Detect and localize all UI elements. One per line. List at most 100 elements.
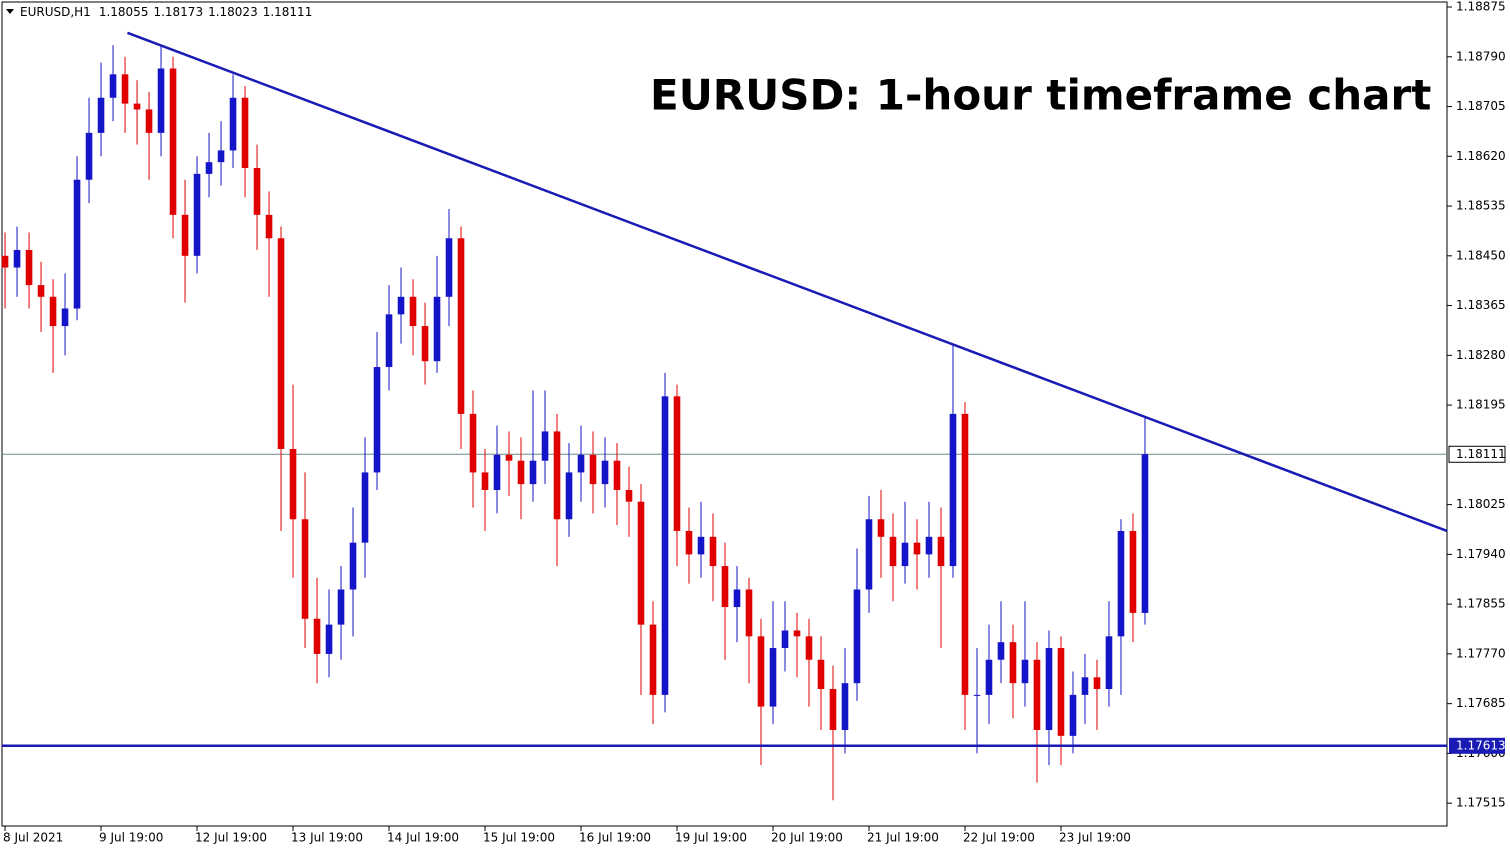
candle-body (85, 132, 93, 180)
candle-body (61, 308, 69, 327)
x-tick-label: 15 Jul 19:00 (483, 831, 555, 845)
candle-body (253, 168, 261, 215)
candle-body (865, 519, 873, 590)
candle-body (661, 396, 669, 695)
candle-body (1057, 648, 1065, 736)
candle-body (985, 659, 993, 695)
header: EURUSD,H1 1.18055 1.18173 1.18023 1.18111 (20, 5, 312, 19)
y-tick-label: 1.18025 (1456, 497, 1506, 511)
candle-body (565, 472, 573, 520)
candle-body (649, 624, 657, 695)
candle-body (757, 636, 765, 707)
candle-body (853, 589, 861, 684)
candle-body (925, 536, 933, 555)
candle-body (745, 589, 753, 637)
candle-body (793, 630, 801, 637)
candle-body (1129, 530, 1137, 613)
candle-body (769, 648, 777, 707)
candle-body (493, 454, 501, 490)
candle-body (313, 618, 321, 654)
candle-body (709, 536, 717, 567)
candle-body (637, 501, 645, 625)
candle-body (505, 454, 513, 461)
candle-body (937, 536, 945, 567)
candle-body (517, 460, 525, 485)
y-tick-label: 1.18280 (1456, 348, 1506, 362)
candle-body (817, 659, 825, 690)
candle-body (97, 97, 105, 133)
candle-body (37, 285, 45, 297)
x-tick-label: 19 Jul 19:00 (675, 831, 747, 845)
plot-frame (1, 1, 1448, 827)
trendline (126, 31, 1448, 533)
candle-body (697, 536, 705, 555)
candle-body (577, 454, 585, 473)
candle-body (601, 460, 609, 485)
candle-body (589, 454, 597, 485)
candle-body (625, 489, 633, 502)
y-tick-label: 1.17770 (1456, 646, 1506, 660)
candle-body (181, 214, 189, 256)
x-tick-label: 16 Jul 19:00 (579, 831, 651, 845)
candle-body (997, 642, 1005, 660)
candle-body (1117, 530, 1125, 637)
candle-body (541, 431, 549, 461)
candle-body (169, 68, 177, 215)
candle-body (469, 413, 477, 473)
candle-body (913, 542, 921, 555)
candle-body (265, 214, 273, 239)
candle-body (1009, 642, 1017, 684)
candle-body (205, 162, 213, 174)
candle-body (337, 589, 345, 625)
candle-body (121, 74, 129, 104)
candle-body (685, 530, 693, 555)
candle-body (1069, 694, 1077, 736)
candle-body (433, 296, 441, 362)
y-tick-label: 1.18875 (1456, 0, 1506, 14)
x-tick-label: 20 Jul 19:00 (771, 831, 843, 845)
candle-body (613, 460, 621, 490)
candle-body (961, 413, 969, 695)
candle-body (553, 431, 561, 520)
candle-body (13, 249, 21, 268)
x-tick-label: 21 Jul 19:00 (867, 831, 939, 845)
x-tick-label: 22 Jul 19:00 (963, 831, 1035, 845)
candle-body (109, 74, 117, 98)
candle-body (49, 296, 57, 327)
candle-body (889, 536, 897, 567)
y-tick-label: 1.17940 (1456, 547, 1506, 561)
candle-body (457, 238, 465, 414)
candle-body (193, 173, 201, 256)
candle-body (241, 97, 249, 169)
candle-body (829, 689, 837, 730)
candle-body (673, 396, 681, 531)
candle-body (409, 296, 417, 327)
candle-body (349, 542, 357, 590)
y-tick-label: 1.18535 (1456, 199, 1506, 213)
symbol: EURUSD,H1 (20, 5, 91, 19)
support-label: 1.17613 (1456, 738, 1506, 752)
candle-body (289, 449, 297, 520)
candle-body (877, 519, 885, 537)
x-tick-label: 9 Jul 19:00 (99, 831, 163, 845)
candle-body (529, 460, 537, 485)
candle-body (1093, 677, 1101, 690)
candle-body (217, 150, 225, 163)
candle-body (73, 179, 81, 309)
x-tick-label: 8 Jul 2021 (3, 831, 63, 845)
candle-body (841, 683, 849, 730)
candle-body (1105, 636, 1113, 690)
open: 1.18055 (99, 5, 149, 19)
candle-body (157, 68, 165, 133)
candle-body (445, 238, 453, 297)
y-tick-label: 1.18450 (1456, 248, 1506, 262)
high: 1.18173 (153, 5, 203, 19)
support-label-box (1449, 737, 1505, 754)
y-tick-label: 1.18365 (1456, 298, 1506, 312)
candle-body (1141, 454, 1149, 613)
menu-arrow (6, 9, 14, 14)
candle-body (421, 326, 429, 362)
close: 1.18111 (263, 5, 313, 19)
candle-body (277, 238, 285, 450)
